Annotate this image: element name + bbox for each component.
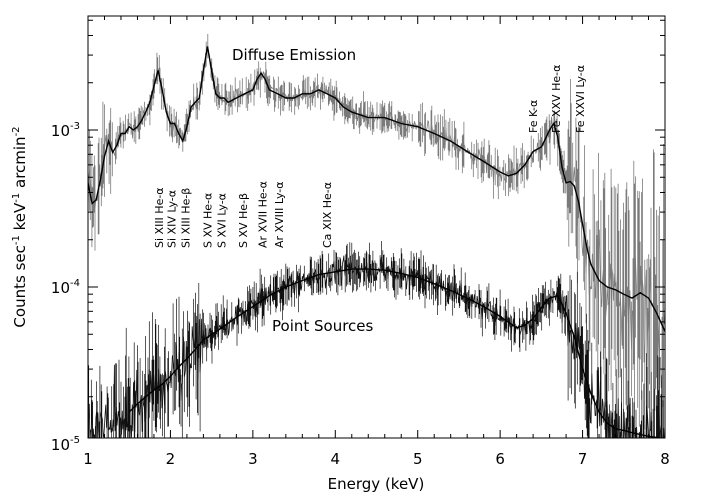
diffuse_model-curve	[88, 46, 665, 332]
point-data-line	[88, 255, 665, 438]
series-group	[88, 34, 665, 438]
emission-line-label: S XVI Ly-α	[216, 193, 229, 248]
emission-line-label: S XV He-β	[237, 193, 250, 248]
emission-line-label: Si XIV Ly-α	[165, 190, 178, 248]
plot-frame	[87, 15, 666, 439]
annotation-label: Diffuse Emission	[232, 46, 356, 64]
y-tick-label: 10-5	[51, 435, 80, 454]
x-axis-label: Energy (keV)	[328, 475, 425, 493]
emission-line-label: Fe K-α	[527, 100, 540, 133]
annotation-label: Point Sources	[272, 317, 374, 335]
y-tick-label: 10-4	[51, 278, 80, 297]
diffuse-data-line	[88, 45, 665, 389]
axes-layer: 1 2 3 4 5 6 7 8 10-3 10-4 10-5	[51, 16, 670, 468]
x-tick-label: 3	[248, 450, 258, 468]
x-tick-label: 1	[83, 450, 93, 468]
point_model-curve	[128, 268, 665, 438]
emission-line-label: Si XIII He-β	[179, 188, 192, 248]
emission-line-label: Fe XXV He-α	[550, 65, 563, 133]
emission-line-label: S XV He-α	[202, 193, 215, 248]
y-axis-label: Counts sec-1 keV-1 arcmin-2	[11, 126, 29, 327]
emission-line-label: Fe XXVI Ly-α	[574, 65, 587, 133]
x-tick-label: 2	[166, 450, 176, 468]
x-tick-label: 6	[495, 450, 505, 468]
x-tick-label: 4	[331, 450, 341, 468]
x-tick-label: 8	[660, 450, 670, 468]
x-tick-label: 7	[578, 450, 588, 468]
y-tick-label: 10-3	[51, 121, 80, 140]
labels-layer: Diffuse Emission Point Sources Si XIII He-…	[153, 46, 587, 335]
emission-line-label: Ca XIX He-α	[321, 182, 334, 248]
x-tick-label: 5	[413, 450, 423, 468]
emission-line-label: Ar XVII He-α	[257, 181, 270, 248]
data-layer	[88, 34, 665, 438]
emission-line-label: Si XIII He-α	[153, 187, 166, 248]
emission-line-label: Ar XVIII Ly-α	[273, 182, 286, 249]
